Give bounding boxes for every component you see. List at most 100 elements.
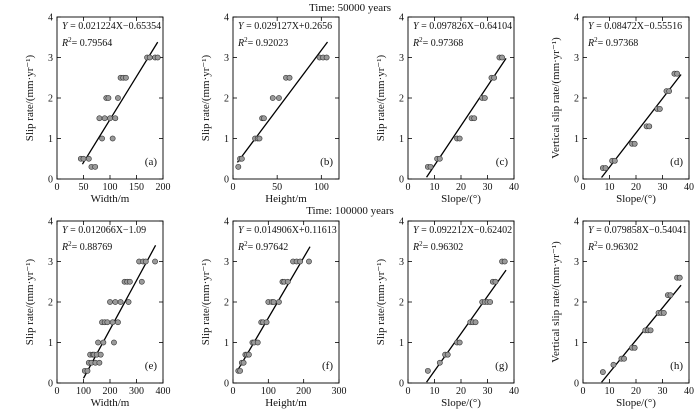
y-tick-label: 2 (48, 94, 53, 105)
data-point (427, 163, 434, 170)
y-tick-label: 3 (399, 257, 404, 268)
data-point (610, 361, 617, 368)
panel-label: (e) (145, 360, 158, 372)
data-point (602, 165, 609, 171)
data-point (306, 258, 312, 265)
y-tick-label: 4 (224, 217, 229, 228)
data-point (660, 310, 667, 316)
chart-panel-h: 0 10 20 30 40 0 1 2 3 4 Slope/(°) Vertical slip rat… (550, 217, 694, 410)
data-point (95, 339, 101, 346)
data-point (297, 258, 304, 265)
regression-equation: Y = 0.092212X−0.62402 (413, 225, 512, 236)
data-point (276, 299, 282, 305)
r-squared: R2= 0.97368 (587, 36, 638, 49)
x-tick-label: 200 (296, 386, 311, 397)
y-tick-label: 4 (48, 13, 53, 24)
data-point (101, 115, 108, 122)
panel-label: (d) (670, 156, 683, 168)
panel-label: (a) (145, 156, 158, 168)
fit-line (81, 41, 159, 165)
data-point (146, 54, 153, 61)
y-tick-label: 0 (224, 379, 229, 390)
x-axis-label: Height/m (265, 397, 307, 409)
y-axis-label: Slip rate/(mm·yr⁻¹) (200, 258, 212, 345)
data-point (245, 351, 252, 358)
data-point (96, 359, 103, 366)
x-tick-label: 50 (79, 182, 89, 193)
x-tick-label: 100 (76, 386, 91, 397)
x-tick-label: 200 (156, 182, 171, 193)
data-point (85, 155, 92, 162)
y-tick-label: 4 (399, 13, 404, 24)
data-point (100, 339, 107, 346)
y-tick-label: 4 (224, 13, 229, 24)
data-point (674, 70, 680, 77)
y-tick-label: 3 (399, 53, 404, 64)
x-tick-label: 10 (430, 182, 440, 193)
data-point (323, 54, 330, 61)
data-point (256, 135, 263, 142)
y-tick-label: 0 (574, 379, 579, 390)
y-tick-label: 2 (574, 298, 579, 309)
data-point (99, 135, 105, 142)
panel-label: (b) (320, 156, 333, 168)
x-tick-label: 10 (430, 386, 440, 397)
r-squared: R2= 0.92023 (237, 36, 288, 49)
data-point (656, 106, 663, 112)
data-point (492, 278, 499, 285)
y-tick-label: 1 (399, 134, 404, 145)
data-point (97, 351, 104, 358)
data-point (631, 344, 638, 351)
data-point (109, 319, 116, 326)
y-tick-label: 2 (574, 94, 579, 105)
data-point (115, 319, 121, 326)
y-tick-label: 3 (224, 53, 229, 64)
data-point (261, 115, 267, 122)
x-tick-label: 300 (129, 386, 144, 397)
regression-equation: Y = 0.012066X−1.09 (62, 225, 146, 236)
r-squared: R2= 0.79564 (61, 36, 112, 49)
y-tick-label: 3 (574, 257, 579, 268)
x-tick-label: 100 (314, 182, 329, 193)
data-point (92, 163, 99, 170)
chart-panel-a: 0 50 100 150 200 0 1 2 3 4 Width/m Slip rate/(mm·yr… (24, 13, 171, 206)
y-tick-label: 1 (48, 134, 53, 145)
y-tick-label: 4 (574, 13, 579, 24)
panel-label: (g) (495, 360, 508, 372)
data-point (154, 54, 161, 61)
x-tick-label: 0 (581, 182, 586, 193)
x-tick-label: 30 (483, 386, 493, 397)
x-tick-label: 20 (456, 386, 466, 397)
data-point (444, 351, 451, 358)
y-tick-label: 1 (224, 338, 229, 349)
data-point (254, 339, 261, 346)
data-point (487, 299, 494, 305)
fit-line (82, 245, 157, 379)
x-tick-label: 0 (581, 386, 586, 397)
data-point (126, 278, 133, 285)
x-tick-label: 0 (231, 182, 236, 193)
y-tick-label: 1 (574, 134, 579, 145)
data-point (125, 299, 132, 305)
fit-line (601, 284, 682, 383)
row-title-top: Time: 50000 years (309, 2, 391, 14)
data-point (270, 299, 277, 305)
data-point (117, 299, 124, 305)
y-tick-label: 3 (48, 257, 53, 268)
data-point (263, 319, 270, 326)
data-point (621, 355, 627, 362)
y-tick-label: 0 (48, 379, 53, 390)
panel-label: (f) (322, 360, 333, 372)
x-tick-label: 0 (406, 386, 411, 397)
y-tick-label: 3 (224, 257, 229, 268)
panel-label: (c) (496, 156, 509, 168)
data-point (276, 95, 282, 101)
x-axis-label: Slope/(°) (616, 397, 656, 409)
x-tick-label: 40 (509, 386, 519, 397)
data-point (237, 367, 243, 374)
y-tick-label: 0 (48, 175, 53, 186)
y-tick-label: 4 (48, 217, 53, 228)
y-tick-label: 2 (224, 94, 229, 105)
y-tick-label: 1 (224, 134, 229, 145)
